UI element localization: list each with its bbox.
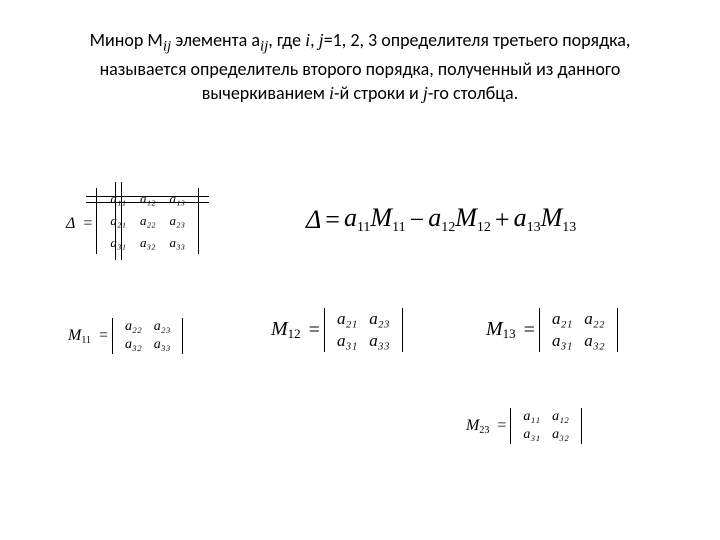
equals: = bbox=[325, 205, 340, 235]
det3x3: a₁₁a₁₂a₁₃ a₂₁a₂₂a₂₃ a₃₁a₃₂a₃₃ bbox=[96, 188, 199, 254]
definition-text: Минор Mij элемента aij, где i, j=1, 2, 3… bbox=[56, 28, 664, 105]
delta-3x3-block: Δ = a₁₁a₁₂a₁₃ a₂₁a₂₂a₂₃ a₃₁a₃₂a₃₃ bbox=[66, 188, 199, 259]
M: M bbox=[466, 417, 479, 434]
cell: a₃₁ bbox=[517, 426, 546, 444]
cell: a₃₁ bbox=[103, 232, 133, 254]
strike-col2 bbox=[121, 182, 122, 260]
cell: a₂₃ bbox=[148, 318, 177, 336]
cell: a₁₂ bbox=[133, 188, 163, 210]
term: a11M11 bbox=[344, 203, 406, 236]
minor-label: M12 bbox=[271, 318, 301, 342]
a: a bbox=[428, 203, 441, 232]
det-table: a₁₁a₁₂ a₃₁a₃₂ bbox=[517, 408, 574, 444]
sub: 11 bbox=[357, 220, 370, 235]
equals: = bbox=[309, 319, 320, 342]
equals: = bbox=[524, 319, 535, 342]
cell: a₂₁ bbox=[331, 308, 363, 330]
term: a13M13 bbox=[514, 203, 577, 236]
cell: a₃₃ bbox=[363, 330, 395, 352]
term: a12M12 bbox=[428, 203, 491, 236]
cell: a₃₂ bbox=[133, 232, 163, 254]
cell: a₃₂ bbox=[119, 336, 148, 354]
sub: 23 bbox=[479, 425, 489, 436]
cell: a₃₃ bbox=[148, 336, 177, 354]
cell: a₂₁ bbox=[103, 210, 133, 232]
cell: a₃₃ bbox=[163, 232, 193, 254]
minor-M11: M11 = a₂₂a₂₃ a₃₂a₃₃ bbox=[68, 318, 183, 354]
det-table: a₂₁a₂₃ a₃₁a₃₃ bbox=[331, 308, 396, 352]
def-part: -й строки и bbox=[334, 82, 423, 104]
sub: 12 bbox=[288, 326, 301, 341]
sub: 13 bbox=[503, 326, 516, 341]
delta-symbol: Δ bbox=[306, 205, 321, 235]
minor-M13: M13 = a₂₁a₂₂ a₃₁a₃₂ bbox=[486, 308, 618, 352]
det2x2: a₂₂a₂₃ a₃₂a₃₃ bbox=[112, 318, 183, 354]
cell: a₁₁ bbox=[517, 408, 546, 426]
sub: 13 bbox=[562, 220, 576, 235]
cell: a₂₂ bbox=[578, 308, 610, 330]
sub: 12 bbox=[477, 220, 491, 235]
cell: a₁₂ bbox=[546, 408, 575, 426]
cell: a₂₂ bbox=[119, 318, 148, 336]
sub: 13 bbox=[527, 220, 541, 235]
cell: a₂₁ bbox=[546, 308, 578, 330]
M: M bbox=[271, 318, 288, 340]
det2x2: a₁₁a₁₂ a₃₁a₃₂ bbox=[510, 408, 581, 444]
equals: = bbox=[83, 215, 92, 233]
det2x2: a₂₁a₂₃ a₃₁a₃₃ bbox=[324, 308, 403, 352]
def-part: , где bbox=[268, 29, 305, 51]
def-part: , bbox=[310, 29, 319, 51]
cell: a₂₃ bbox=[163, 210, 193, 232]
cell: a₃₂ bbox=[546, 426, 575, 444]
def-part: Минор M bbox=[90, 29, 163, 51]
minor-M23: M23 = a₁₁a₁₂ a₃₁a₃₂ bbox=[466, 408, 582, 444]
equals: = bbox=[497, 417, 506, 435]
minor-label: M13 bbox=[486, 318, 516, 342]
equals: = bbox=[99, 327, 108, 345]
expansion-equation: Δ = a11M11 − a12M12 + a13M13 bbox=[306, 203, 576, 236]
M: M bbox=[486, 318, 503, 340]
delta-symbol: Δ bbox=[66, 215, 75, 233]
cell: a₃₁ bbox=[331, 330, 363, 352]
a: a bbox=[344, 203, 357, 232]
sub: 11 bbox=[392, 220, 405, 235]
def-sub: ij bbox=[163, 39, 171, 55]
cell: a₃₂ bbox=[578, 330, 610, 352]
minor-label: M11 bbox=[68, 327, 91, 346]
minor-label: M23 bbox=[466, 417, 489, 436]
strike-row2 bbox=[86, 202, 209, 203]
minor-M12: M12 = a₂₁a₂₃ a₃₁a₃₃ bbox=[271, 308, 403, 352]
sub: 11 bbox=[81, 335, 91, 346]
cell: a₃₁ bbox=[546, 330, 578, 352]
det3x3-table: a₁₁a₁₂a₁₃ a₂₁a₂₂a₂₃ a₃₁a₃₂a₃₃ bbox=[103, 188, 192, 254]
M: M bbox=[455, 203, 477, 232]
det2x2: a₂₁a₂₂ a₃₁a₃₂ bbox=[539, 308, 618, 352]
minus: − bbox=[410, 205, 425, 235]
sub: 12 bbox=[441, 220, 455, 235]
a: a bbox=[514, 203, 527, 232]
det3x3-wrap: a₁₁a₁₂a₁₃ a₂₁a₂₂a₂₃ a₃₁a₃₂a₃₃ bbox=[96, 188, 199, 259]
cell: a₁₁ bbox=[103, 188, 133, 210]
M: M bbox=[68, 327, 81, 344]
strike-col bbox=[115, 182, 116, 260]
cell: a₂₃ bbox=[363, 308, 395, 330]
det-table: a₂₁a₂₂ a₃₁a₃₂ bbox=[546, 308, 611, 352]
cell: a₁₃ bbox=[163, 188, 193, 210]
def-part: -го столбца. bbox=[428, 82, 518, 104]
M: M bbox=[541, 203, 563, 232]
plus: + bbox=[495, 205, 510, 235]
cell: a₂₂ bbox=[133, 210, 163, 232]
slide: Минор Mij элемента aij, где i, j=1, 2, 3… bbox=[0, 0, 720, 540]
det-table: a₂₂a₂₃ a₃₂a₃₃ bbox=[119, 318, 176, 354]
def-part: элемента a bbox=[171, 29, 260, 51]
M: M bbox=[370, 203, 392, 232]
strike-row bbox=[86, 196, 209, 197]
